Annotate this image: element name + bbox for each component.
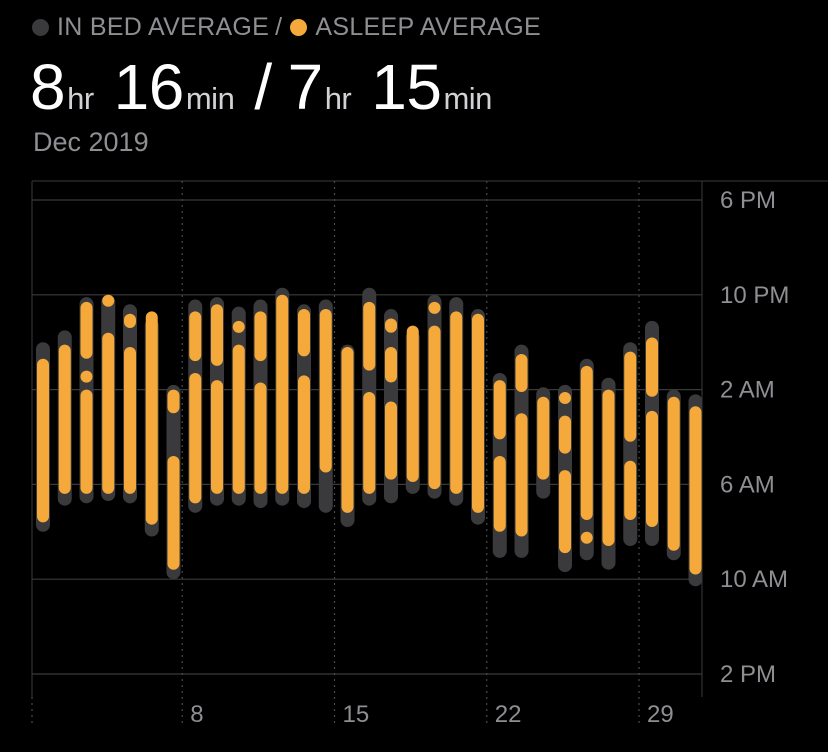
asleep-bar[interactable] xyxy=(167,455,180,570)
summary-slash: / xyxy=(254,51,272,123)
y-tick-label: 2 PM xyxy=(720,661,776,688)
period-label: Dec 2019 xyxy=(33,127,149,157)
asleep-bar[interactable] xyxy=(428,325,441,490)
min-unit-label: min xyxy=(185,81,235,116)
y-tick-label: 10 PM xyxy=(720,282,789,309)
x-tick-label: 29 xyxy=(647,701,674,728)
y-tick-label: 10 AM xyxy=(720,566,788,593)
legend-separator: / xyxy=(275,13,283,41)
asleep-bar[interactable] xyxy=(667,396,680,551)
asleep-legend-label: ASLEEP AVERAGE xyxy=(315,13,542,41)
x-tick-label: 8 xyxy=(190,701,203,728)
asleep-bar[interactable] xyxy=(428,301,441,314)
asleep-bar[interactable] xyxy=(406,325,419,483)
asleep-bar[interactable] xyxy=(124,346,136,494)
asleep-bar[interactable] xyxy=(102,332,115,494)
in-bed-minutes-value: 16 xyxy=(113,51,185,123)
asleep-bar[interactable] xyxy=(167,389,180,414)
asleep-bar[interactable] xyxy=(189,373,202,504)
asleep-bar[interactable] xyxy=(689,406,702,575)
asleep-bar[interactable] xyxy=(559,415,571,454)
asleep-bar[interactable] xyxy=(276,294,289,494)
asleep-bar[interactable] xyxy=(319,309,332,473)
x-tick-label: 22 xyxy=(495,701,522,728)
asleep-bar[interactable] xyxy=(211,380,223,494)
asleep-bar[interactable] xyxy=(515,413,528,537)
asleep-bar[interactable] xyxy=(646,337,658,397)
average-summary: 8hr 16min/7hr 15min xyxy=(30,50,512,124)
asleep-bar[interactable] xyxy=(385,346,397,383)
asleep-bar[interactable] xyxy=(450,311,463,494)
y-tick-label: 6 AM xyxy=(720,471,775,498)
asleep-bar[interactable] xyxy=(624,351,637,442)
asleep-bar[interactable] xyxy=(124,313,136,328)
asleep-bar[interactable] xyxy=(646,410,658,528)
in-bed-legend-dot xyxy=(32,19,49,36)
asleep-bar[interactable] xyxy=(298,309,310,357)
asleep-minutes-value: 15 xyxy=(371,51,442,123)
asleep-bar[interactable] xyxy=(580,531,593,544)
asleep-bar[interactable] xyxy=(254,311,267,362)
asleep-bar[interactable] xyxy=(254,382,267,494)
asleep-bar[interactable] xyxy=(80,370,93,383)
y-tick-label: 2 AM xyxy=(720,377,775,404)
asleep-bar[interactable] xyxy=(298,375,310,494)
asleep-bar[interactable] xyxy=(363,391,376,494)
chart-legend: IN BED AVERAGE / ASLEEP AVERAGE xyxy=(32,13,541,42)
asleep-bar[interactable] xyxy=(80,389,93,494)
asleep-bar[interactable] xyxy=(602,389,615,547)
asleep-bar[interactable] xyxy=(385,318,397,333)
asleep-bar[interactable] xyxy=(232,320,245,333)
asleep-bar[interactable] xyxy=(58,344,71,494)
in-bed-hours-value: 8 xyxy=(30,51,66,123)
asleep-bar[interactable] xyxy=(493,380,506,440)
asleep-bar[interactable] xyxy=(102,294,115,307)
hr-unit-label: hr xyxy=(324,81,352,116)
asleep-legend-dot xyxy=(290,19,308,36)
asleep-bar[interactable] xyxy=(232,344,245,494)
asleep-bar[interactable] xyxy=(189,311,202,362)
hr-unit-label: hr xyxy=(67,81,94,116)
asleep-bar[interactable] xyxy=(385,401,397,480)
asleep-bar[interactable] xyxy=(515,354,528,392)
asleep-bar[interactable] xyxy=(559,391,571,404)
asleep-bar[interactable] xyxy=(559,470,571,554)
in-bed-legend-label: IN BED AVERAGE xyxy=(57,13,270,41)
y-tick-label: 6 PM xyxy=(720,187,776,214)
asleep-bar[interactable] xyxy=(80,301,93,359)
asleep-bar[interactable] xyxy=(211,304,223,366)
asleep-bar[interactable] xyxy=(580,365,593,520)
asleep-bar[interactable] xyxy=(145,311,158,525)
asleep-bar[interactable] xyxy=(37,358,49,523)
asleep-bar[interactable] xyxy=(341,346,354,513)
min-unit-label: min xyxy=(443,81,492,116)
asleep-bar[interactable] xyxy=(537,396,550,480)
x-tick-label: 15 xyxy=(343,701,370,728)
asleep-bar[interactable] xyxy=(493,455,506,532)
asleep-hours-value: 7 xyxy=(287,51,324,123)
asleep-bar[interactable] xyxy=(472,313,484,513)
asleep-bar[interactable] xyxy=(363,301,376,371)
asleep-bar[interactable] xyxy=(624,460,637,520)
